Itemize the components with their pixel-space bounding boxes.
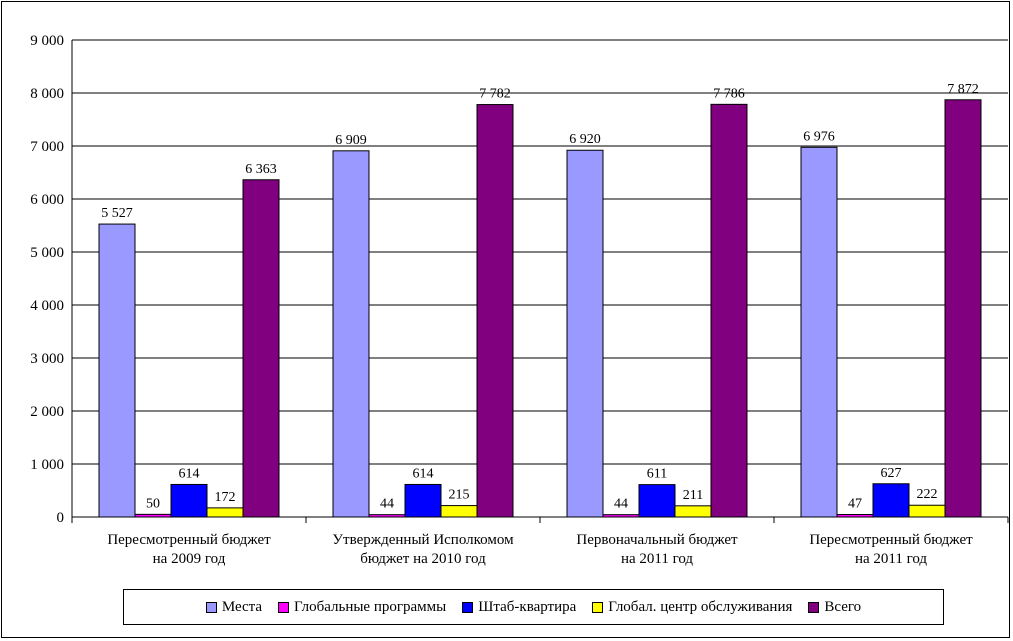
x-category-label: Пересмотренный бюджет	[107, 532, 271, 548]
y-tick-label: 5 000	[30, 245, 64, 261]
legend-item: Места	[205, 598, 263, 616]
x-category-label: на 2011 год	[855, 551, 927, 567]
bar	[638, 484, 676, 518]
x-axis: Пересмотренный бюджет на 2009 год Утвержде…	[71, 516, 1009, 567]
y-tick-label: 2 000	[30, 404, 64, 420]
data-label: 611	[647, 467, 667, 482]
y-tick-label: 0	[57, 510, 65, 526]
y-tick-label: 4 000	[30, 298, 64, 314]
data-label: 44	[380, 497, 394, 512]
y-tick-label: 1 000	[30, 457, 64, 473]
legend-swatch	[462, 601, 474, 613]
x-category-label: Пересмотренный бюджет	[809, 532, 973, 548]
data-labels: 5 527 50 614 172 6 363 6 909 44 614 215 7 782 6 92…	[101, 82, 979, 512]
data-label: 6 363	[245, 162, 277, 177]
y-tick-label: 7 000	[30, 139, 64, 155]
legend: Места Глобальные программы Штаб-квартира Гл…	[123, 589, 944, 625]
data-label: 6 920	[569, 132, 601, 147]
bar	[170, 483, 208, 518]
data-label: 47	[848, 497, 862, 512]
data-label: 6 976	[803, 129, 835, 144]
legend-item: Глобальные программы	[278, 599, 446, 616]
legend-swatch	[808, 601, 820, 613]
legend-swatch	[592, 601, 604, 613]
bar	[872, 483, 910, 518]
x-category-label: на 2009 год	[153, 551, 226, 567]
legend-label: Глобал. центр обслуживания	[608, 598, 793, 615]
legend-item: Штаб-квартира	[462, 599, 576, 616]
data-label: 50	[146, 496, 160, 511]
bar	[710, 103, 748, 518]
bars	[98, 99, 982, 518]
x-category-label: Утвержденный Исполкомом	[332, 532, 514, 548]
bar	[566, 149, 604, 518]
x-category-label: бюджет на 2010 год	[360, 551, 486, 567]
legend-label: Штаб-квартира	[478, 598, 577, 615]
data-label: 7 872	[947, 82, 979, 97]
data-label: 6 909	[335, 133, 367, 148]
legend-label: Глобальные программы	[294, 598, 447, 615]
bar	[440, 505, 478, 518]
y-axis: 0 1 000 2 000 3 000 4 000 5 000 6 000 7 000 8 00…	[30, 33, 73, 526]
legend-swatch	[205, 601, 217, 613]
data-label: 614	[179, 466, 200, 481]
bar	[332, 150, 370, 518]
data-label: 5 527	[101, 206, 133, 221]
bar	[800, 146, 838, 518]
data-label: 215	[449, 488, 470, 503]
bar	[674, 505, 712, 518]
legend-item: Глобал. центр обслуживания	[592, 599, 792, 616]
x-category-label: Первоначальный бюджет	[576, 532, 738, 548]
bar	[206, 507, 244, 518]
bar	[404, 483, 442, 518]
bar	[908, 504, 946, 518]
legend-label: Всего	[824, 598, 862, 615]
data-label: 211	[683, 488, 703, 503]
y-tick-label: 3 000	[30, 351, 64, 367]
data-label: 614	[413, 466, 434, 481]
data-label: 7 786	[713, 86, 745, 101]
data-label: 222	[917, 487, 938, 502]
y-tick-label: 9 000	[30, 33, 64, 49]
bar	[242, 179, 280, 518]
legend-swatch	[278, 601, 290, 613]
bar	[476, 104, 514, 518]
data-label: 172	[215, 490, 236, 505]
legend-label: Места	[221, 598, 263, 615]
x-category-label: на 2011 год	[621, 551, 693, 567]
y-tick-label: 6 000	[30, 192, 64, 208]
data-label: 44	[614, 497, 628, 512]
bar	[944, 99, 982, 518]
data-label: 627	[881, 466, 902, 481]
y-tick-label: 8 000	[30, 86, 64, 102]
gridlines	[72, 39, 1008, 465]
bar	[98, 223, 136, 518]
data-label: 7 782	[479, 87, 511, 102]
legend-item: Всего	[808, 599, 861, 616]
